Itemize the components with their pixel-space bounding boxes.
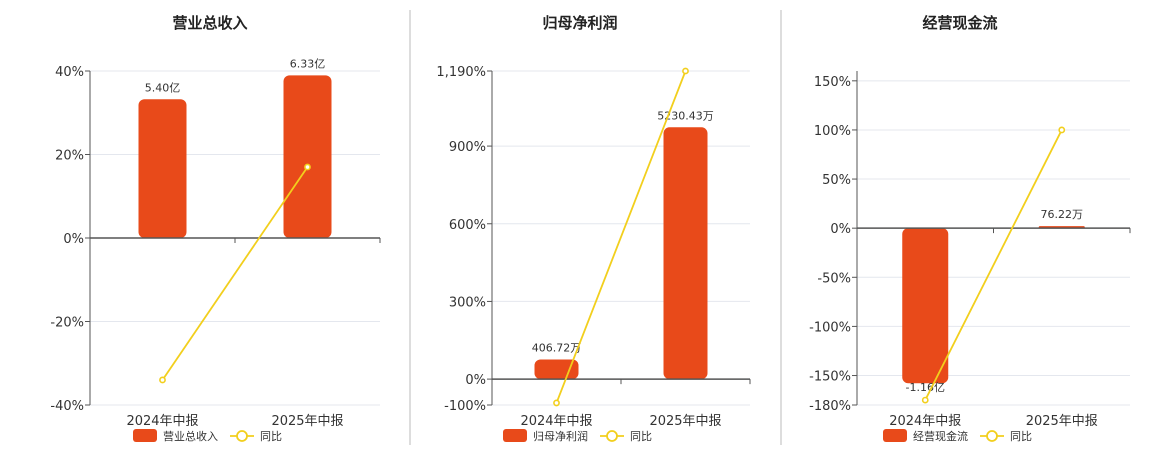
legend-marker-line [986,430,998,442]
legend-label-line: 同比 [1010,430,1032,443]
legend-label-line: 同比 [630,430,652,443]
x-category-label: 2025年中报 [1026,414,1098,429]
y-tick-label: 150% [814,75,851,90]
y-tick-label: -180% [809,399,851,414]
legend-swatch-bar [883,429,907,442]
chart-title: 归母净利润 [542,14,617,32]
y-tick-label: 0% [63,232,84,247]
chart-title: 营业总收入 [172,14,247,32]
y-tick-label: -40% [50,399,84,414]
legend-marker-line [606,430,618,442]
yoy-point[interactable] [159,376,166,384]
legend-marker-line [236,430,248,442]
bar[interactable] [902,228,949,384]
bar-data-label: 6.33亿 [290,57,326,70]
legend-label-line: 同比 [260,430,282,443]
legend-swatch-bar [503,429,527,442]
yoy-point[interactable] [1058,126,1066,134]
x-category-label: 2025年中报 [271,414,343,429]
y-tick-label: 0% [465,373,486,388]
chart-title: 经营现金流 [922,14,997,32]
y-tick-label: 50% [822,173,851,188]
y-tick-label: -50% [817,271,851,286]
y-tick-label: 300% [449,295,486,310]
legend-swatch-bar [133,429,157,442]
yoy-point[interactable] [682,67,689,75]
y-tick-label: 900% [449,140,486,155]
x-category-label: 2024年中报 [520,414,592,429]
x-category-label: 2024年中报 [126,414,198,429]
x-category-label: 2025年中报 [649,414,721,429]
y-tick-label: -100% [444,399,486,414]
x-category-label: 2024年中报 [889,414,961,429]
bar-data-label: 76.22万 [1041,208,1084,221]
yoy-point[interactable] [553,399,560,407]
bar-data-label: 5.40亿 [145,81,181,94]
yoy-point[interactable] [921,396,929,404]
yoy-line [924,129,1063,401]
bar-data-label: 406.72万 [532,342,582,355]
bar-data-label: 5230.43万 [657,109,714,122]
y-tick-label: -150% [809,370,851,385]
legend-label-bar: 经营现金流 [913,429,968,443]
y-tick-label: 0% [830,222,851,237]
y-tick-label: 600% [449,218,486,233]
y-tick-label: 1,190% [436,65,486,80]
y-tick-label: 20% [55,149,84,164]
y-tick-label: 100% [814,124,851,139]
y-tick-label: 40% [55,65,84,80]
y-tick-label: -100% [809,320,851,335]
bar-data-label: -1.16亿 [906,381,945,394]
yoy-line [555,70,687,404]
y-tick-label: -20% [50,316,84,331]
bar[interactable] [663,127,708,380]
yoy-point[interactable] [304,163,311,171]
legend-label-bar: 营业总收入 [163,429,218,443]
bar[interactable] [138,99,187,238]
bar[interactable] [283,75,332,238]
yoy-line [161,166,309,381]
legend-label-bar: 归母净利润 [533,429,588,443]
